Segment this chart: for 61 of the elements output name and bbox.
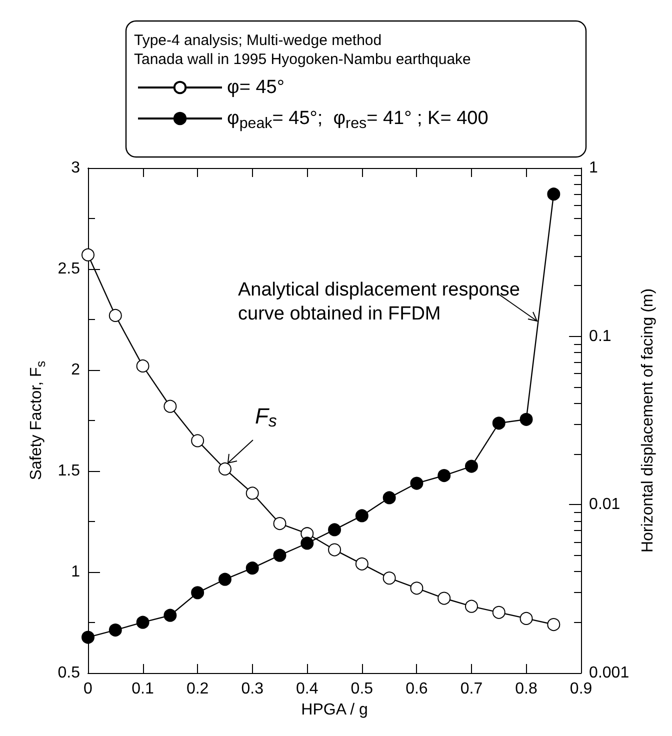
point	[108, 308, 122, 322]
y-tick-label: 1.5	[58, 462, 80, 480]
y2-tick-label: 0.01	[589, 496, 620, 514]
y2-tick-label: 0.001	[589, 664, 630, 682]
point	[246, 486, 259, 500]
point	[164, 608, 177, 622]
y-tick-label: 1	[71, 564, 80, 580]
point	[164, 400, 177, 413]
y2-tick-label: 1	[589, 160, 598, 176]
x-tick-label: 0.3	[241, 680, 264, 698]
point	[273, 517, 286, 530]
point	[355, 557, 368, 570]
y-axis-title: Safety Factor, Fs	[28, 360, 48, 480]
point	[355, 509, 368, 522]
point	[218, 572, 232, 586]
y2-tick-label: 0.1	[589, 328, 612, 345]
point	[382, 572, 396, 585]
x-tick-label: 0.5	[350, 680, 374, 698]
point	[136, 616, 150, 629]
x-tick-label: 0.2	[186, 680, 209, 698]
point	[191, 434, 204, 448]
point	[218, 462, 232, 476]
y-tick-label: 0.5	[58, 664, 80, 682]
y-tick-label: 2.5	[58, 260, 80, 278]
x-tick-label: 0.8	[515, 680, 538, 698]
point	[410, 476, 424, 490]
x-tick-label: 0.6	[406, 680, 428, 698]
point	[82, 630, 94, 644]
y-tick-label: 3	[71, 160, 80, 176]
annotation: Analytical displacement response curve obtained in FFDM	[238, 280, 520, 324]
point	[492, 416, 506, 430]
point	[328, 523, 342, 536]
y-tick-label: 2	[71, 362, 80, 378]
point	[108, 624, 122, 637]
x-tick-label: 0	[84, 680, 93, 698]
point	[438, 469, 451, 482]
point	[465, 600, 478, 613]
y2-axis-title: Horizontal displacement of facing (m)	[640, 288, 656, 553]
x-tick-label: 0.4	[296, 680, 318, 698]
point	[273, 548, 286, 562]
point	[300, 536, 314, 550]
legend-title: Type-4 analysis; Multi-wedge method Tanada wall in 1995 Hyogoken-Nambu earthquake	[134, 32, 471, 68]
point	[520, 612, 533, 625]
point	[438, 592, 451, 605]
x-tick-label: 0.7	[460, 680, 483, 698]
point	[82, 248, 94, 262]
point	[382, 491, 396, 504]
point	[547, 188, 560, 201]
point	[410, 582, 424, 595]
point	[246, 562, 259, 575]
point	[136, 359, 150, 372]
point	[465, 460, 478, 473]
point	[328, 543, 342, 556]
x-axis-title: HPGA / g	[301, 701, 368, 718]
legend-label: φ= 45°	[227, 77, 284, 98]
x-tick-label: 0.1	[132, 680, 154, 698]
x-tick-label: 0.9	[570, 680, 592, 698]
point	[492, 606, 506, 619]
point	[520, 412, 533, 426]
point	[547, 618, 560, 632]
point	[191, 586, 204, 600]
